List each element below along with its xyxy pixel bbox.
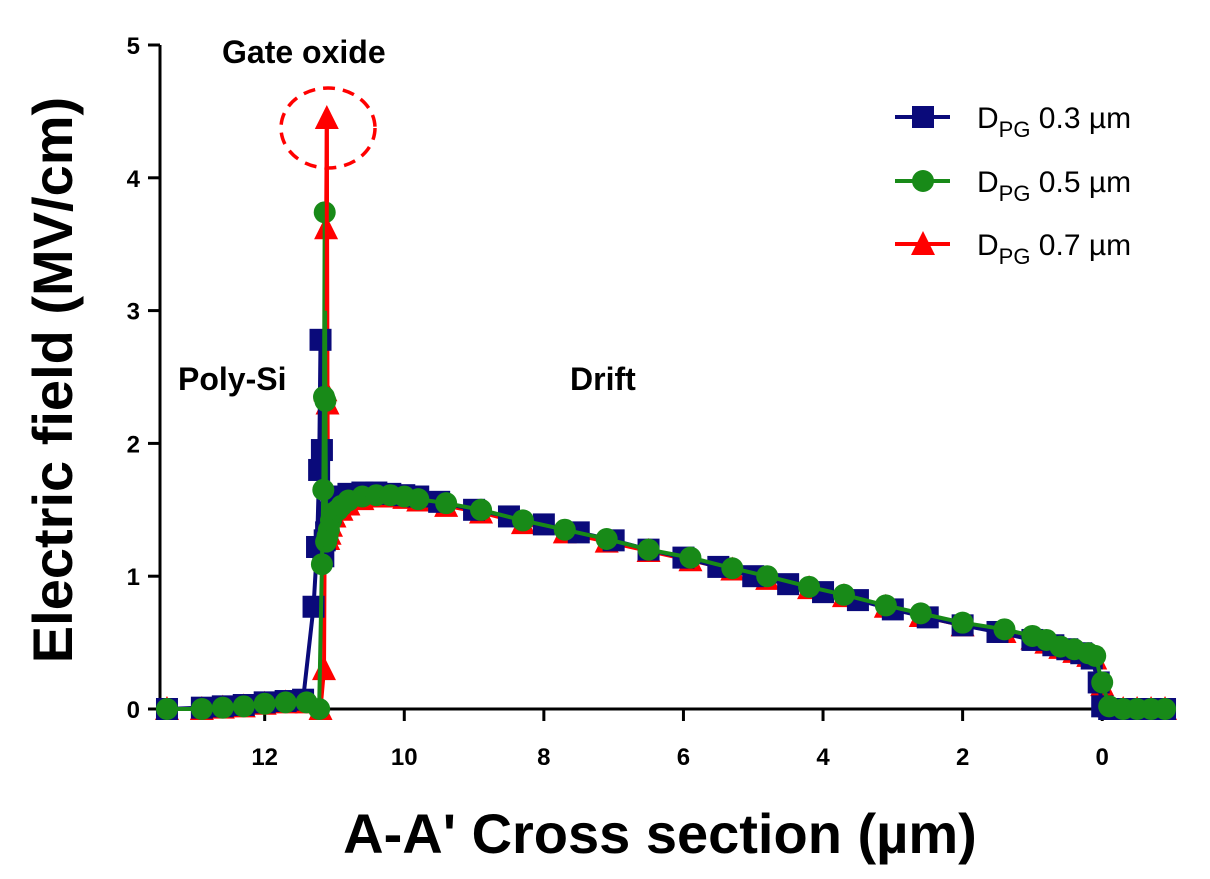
annotations: Gate oxide Poly-Si Drift (178, 34, 636, 397)
legend-marker (912, 170, 934, 192)
y-tick-label: 5 (127, 33, 140, 60)
data-point (470, 498, 493, 521)
data-point (313, 201, 336, 224)
data-point (314, 105, 339, 130)
data-point (721, 557, 744, 580)
x-tick-label: 10 (391, 744, 418, 771)
data-point (232, 695, 255, 718)
legend-label: DPG 0.5 µm (977, 166, 1131, 206)
data-point (211, 696, 234, 719)
data-point (993, 618, 1016, 641)
data-point (407, 488, 430, 511)
x-tick-label: 6 (677, 744, 690, 771)
series-square (155, 328, 1177, 720)
data-point (308, 698, 331, 720)
legend-label: DPG 0.7 µm (977, 229, 1131, 269)
series-circle (155, 201, 1177, 720)
data-point (253, 692, 276, 715)
x-tick-label: 4 (816, 744, 830, 771)
data-point (1091, 671, 1114, 694)
data-point (312, 478, 335, 501)
data-point (1084, 644, 1107, 667)
x-tick-label: 8 (537, 744, 550, 771)
y-tick-label: 3 (127, 299, 140, 326)
data-point (435, 492, 458, 515)
x-axis-title: A-A' Cross section (µm) (343, 802, 977, 865)
data-point (155, 698, 178, 720)
x-tick-label: 12 (251, 744, 278, 771)
x-tick-label: 0 (1096, 744, 1109, 771)
data-point (756, 565, 779, 588)
plot-area (154, 105, 1178, 720)
data-point (190, 698, 213, 720)
data-point (951, 611, 974, 634)
data-point (798, 575, 821, 598)
data-point (511, 509, 534, 532)
y-axis-title: Electric field (MV/cm) (21, 97, 84, 663)
data-point (909, 602, 932, 625)
legend-item: DPG 0.7 µm (895, 229, 1131, 269)
data-point (832, 583, 855, 606)
y-tick-label: 4 (127, 166, 141, 193)
legend-item: DPG 0.5 µm (895, 166, 1131, 206)
data-point (637, 538, 660, 561)
y-tick-label: 0 (127, 697, 140, 724)
data-point (679, 546, 702, 569)
y-tick-label: 1 (127, 564, 140, 591)
data-point (314, 389, 337, 412)
data-point (310, 553, 333, 576)
data-point (274, 691, 297, 714)
data-point (874, 594, 897, 617)
annotation-poly-si: Poly-Si (178, 361, 286, 397)
data-point (595, 528, 618, 551)
annotation-drift: Drift (570, 361, 636, 397)
data-point (1154, 698, 1177, 720)
legend-marker (911, 231, 935, 255)
data-point (553, 518, 576, 541)
legend-item: DPG 0.3 µm (895, 102, 1131, 142)
gate-oxide-highlight-circle (279, 86, 377, 170)
annotation-gate-oxide: Gate oxide (222, 34, 386, 70)
data-point (312, 656, 337, 681)
legend: DPG 0.3 µm DPG 0.5 µm DPG 0.7 µm (895, 102, 1131, 269)
x-tick-label: 2 (956, 744, 969, 771)
legend-label: DPG 0.3 µm (977, 102, 1131, 142)
data-point (309, 328, 332, 351)
legend-marker (912, 106, 934, 128)
y-tick-label: 2 (127, 431, 140, 458)
